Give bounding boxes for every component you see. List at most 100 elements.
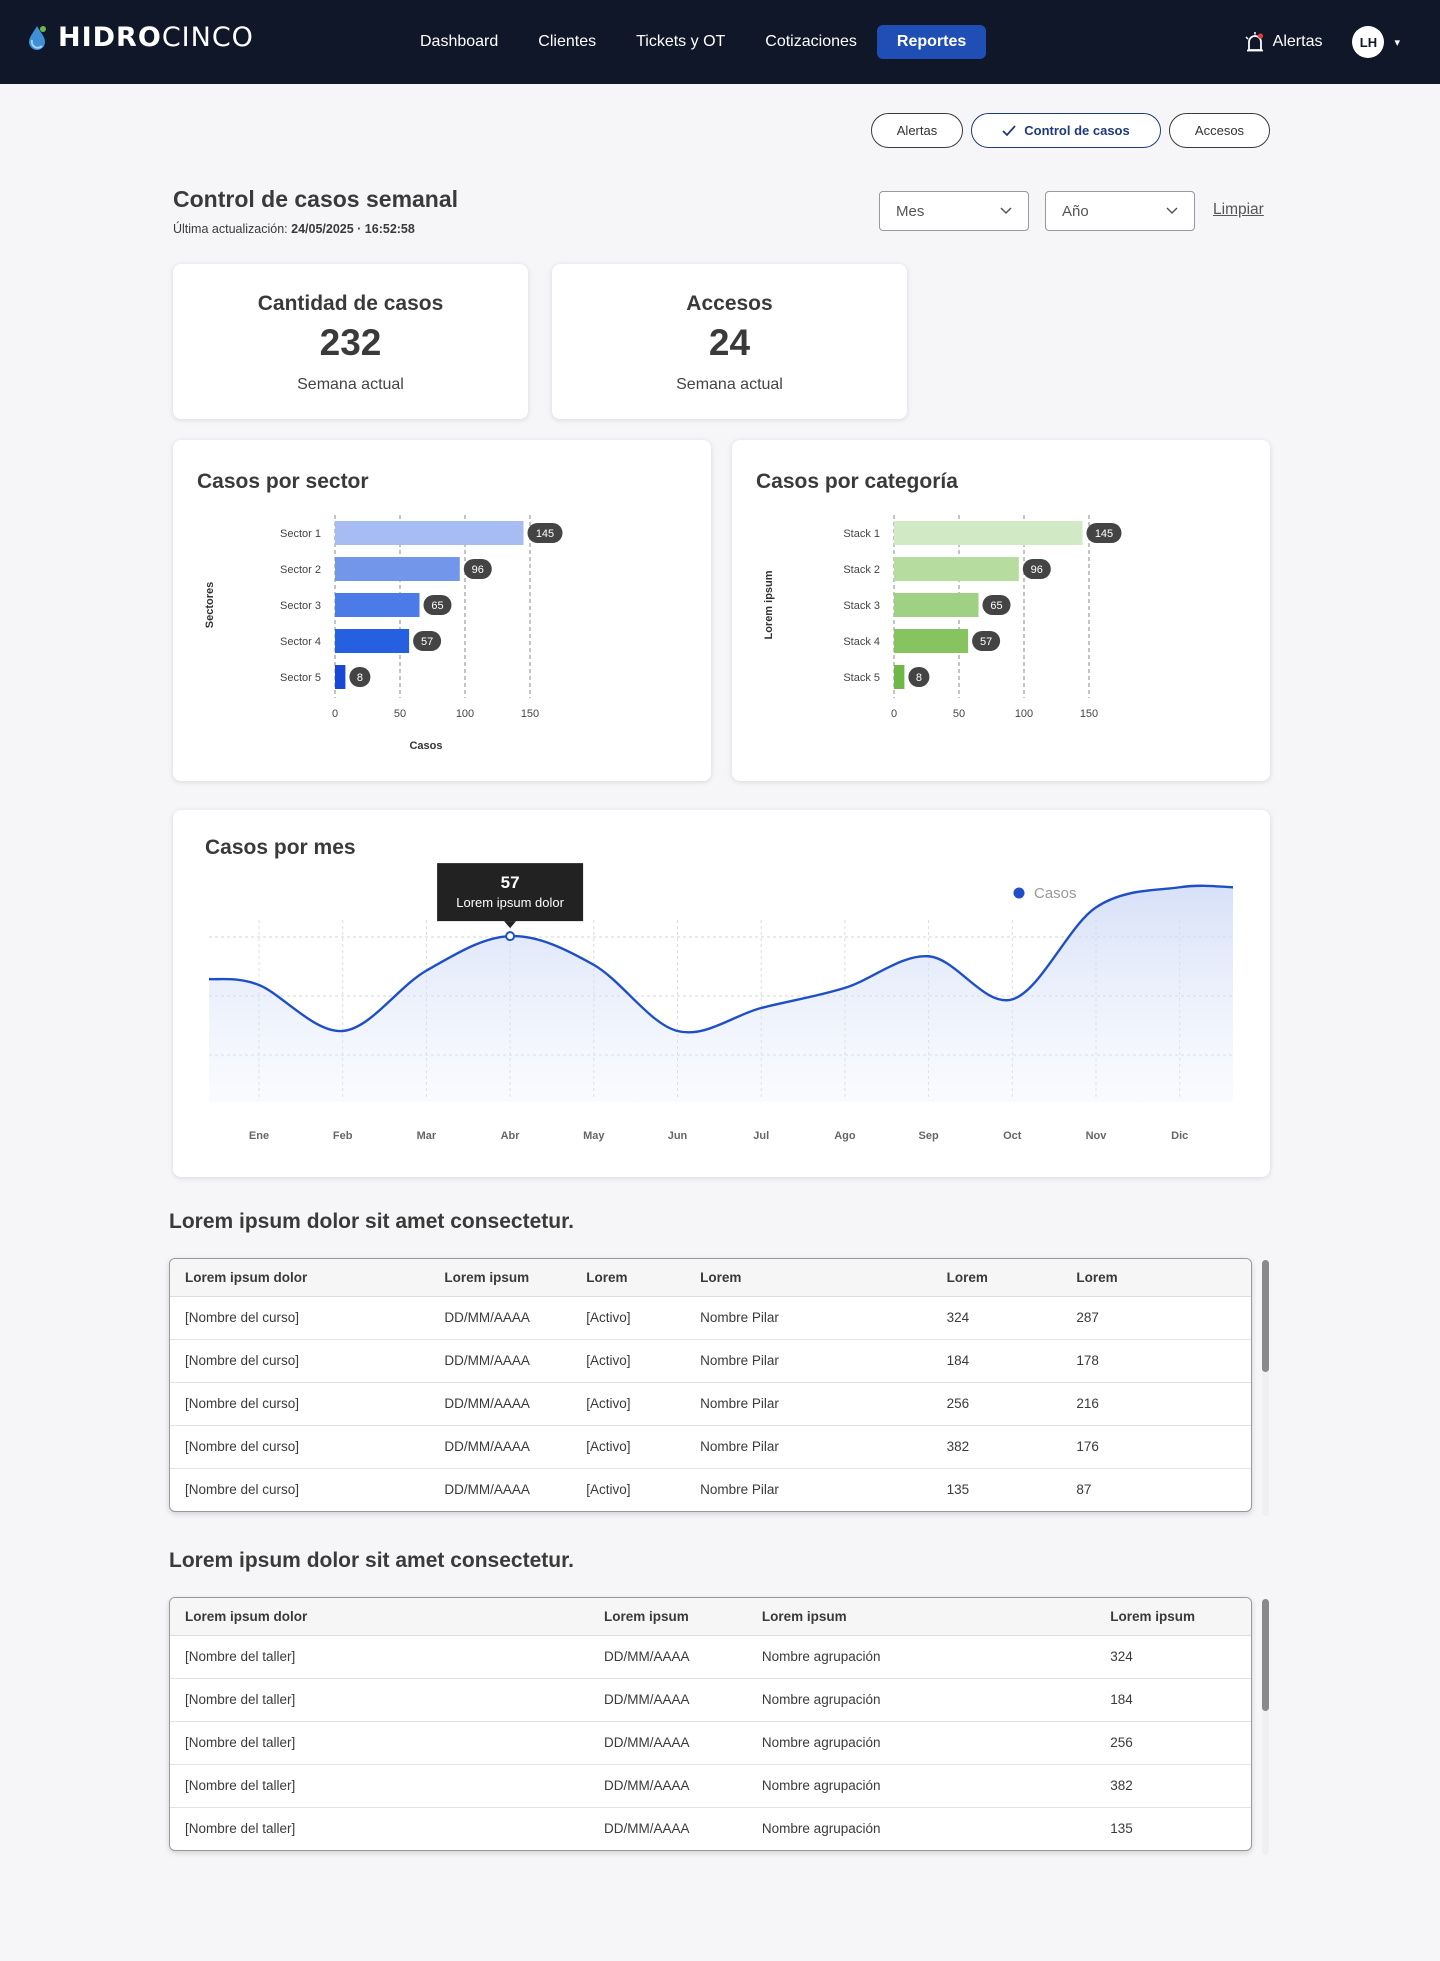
bar[interactable]	[335, 593, 420, 617]
x-tick-label: 0	[332, 708, 338, 720]
table-row[interactable]: [Nombre del curso] DD/MM/AAAA [Activo] Nomb…	[170, 1382, 1251, 1426]
table-row[interactable]: [Nombre del taller] DD/MM/AAAA Nombre agru…	[170, 1807, 1251, 1850]
table-cell: 184	[931, 1339, 1062, 1383]
line-chart-mes: Ene Feb Mar Abr May Jun Jul Ago Sep Oct Nov Dic Caso…	[208, 863, 1234, 1142]
table-cell: DD/MM/AAAA	[429, 1296, 572, 1340]
bar[interactable]	[335, 629, 410, 653]
data-point-highlight[interactable]	[505, 931, 516, 942]
bar[interactable]	[894, 521, 1083, 545]
table-row[interactable]: [Nombre del taller] DD/MM/AAAA Nombre agru…	[170, 1635, 1251, 1679]
scrollbar[interactable]	[1262, 1260, 1269, 1516]
column-header[interactable]: Lorem ipsum dolor	[170, 1598, 590, 1636]
table-cell: [Activo]	[571, 1425, 686, 1469]
nav-cotizaciones[interactable]: Cotizaciones	[765, 33, 857, 50]
y-tick-label: Sector 3	[280, 600, 321, 612]
top-navbar: HIDROCINCO Dashboard Clientes Tickets y …	[0, 0, 1440, 84]
table-row[interactable]: [Nombre del taller] DD/MM/AAAA Nombre agru…	[170, 1678, 1251, 1722]
chevron-down-icon[interactable]: ▾	[1394, 36, 1400, 49]
nav-tickets[interactable]: Tickets y OT	[636, 33, 726, 50]
nav-dashboard[interactable]: Dashboard	[420, 33, 499, 50]
table-cell: 382	[1095, 1764, 1251, 1808]
column-header[interactable]: Lorem ipsum	[589, 1598, 747, 1636]
table-cell: [Nombre del curso]	[185, 1482, 300, 1498]
x-tick-label: 0	[891, 708, 897, 720]
bar[interactable]	[894, 557, 1019, 581]
data-label: 8	[916, 672, 922, 684]
table-cell: Nombre Pilar	[685, 1296, 932, 1340]
y-tick-label: Stack 5	[843, 672, 880, 684]
bar[interactable]	[894, 593, 979, 617]
month-select[interactable]: Mes	[879, 191, 1029, 231]
column-header[interactable]: Lorem	[931, 1259, 1062, 1297]
table-cell: Nombre agrupación	[746, 1721, 1096, 1765]
table-cell: DD/MM/AAAA	[429, 1382, 572, 1426]
data-label-badge	[908, 667, 930, 687]
table-row[interactable]: [Nombre del curso] DD/MM/AAAA [Activo] Nomb…	[170, 1468, 1251, 1511]
x-tick-label: 100	[1015, 708, 1033, 720]
y-tick-label: Sector 4	[280, 636, 321, 648]
table-cell: 184	[1095, 1678, 1251, 1722]
table-cell: [Activo]	[586, 1482, 631, 1498]
table-cell: DD/MM/AAAA	[589, 1764, 747, 1808]
table-row[interactable]: [Nombre del curso] DD/MM/AAAA [Activo] Nomb…	[170, 1296, 1251, 1340]
data-label: 57	[980, 636, 992, 648]
column-header[interactable]: Lorem	[685, 1259, 932, 1297]
bar[interactable]	[894, 665, 905, 689]
check-icon	[1002, 124, 1016, 136]
table-cell: [Activo]	[571, 1382, 686, 1426]
section-title: Lorem ipsum dolor sit amet consectetur.	[169, 1549, 574, 1572]
y-tick-label: Sector 1	[280, 528, 321, 540]
page-title: Control de casos semanal	[173, 186, 459, 212]
bar[interactable]	[894, 629, 969, 653]
kpi-card-casos: Cantidad de casos 232 Semana actual	[173, 264, 528, 419]
x-tick-label: Mar	[417, 1130, 437, 1142]
nav-clientes[interactable]: Clientes	[538, 33, 597, 50]
table-cell: Nombre Pilar	[685, 1425, 932, 1469]
tooltip	[437, 863, 584, 922]
column-header[interactable]: Lorem ipsum	[1095, 1598, 1251, 1636]
scrollbar-thumb[interactable]	[1262, 1599, 1269, 1711]
tab-control-casos[interactable]: Control de casos	[971, 113, 1161, 148]
data-label-badge	[1086, 523, 1122, 543]
column-header[interactable]: Lorem	[571, 1259, 686, 1297]
avatar[interactable]: LH	[1352, 26, 1385, 58]
column-header[interactable]: Lorem ipsum	[429, 1259, 572, 1297]
bar-chart-categoria: 0 50 100 150 Stack 1 145 Stack 2 96 Stack 3 65 Sta…	[763, 515, 1122, 720]
scrollbar[interactable]	[1262, 1599, 1269, 1855]
scrollbar-thumb[interactable]	[1262, 1260, 1269, 1372]
section-title: Lorem ipsum dolor sit amet consectetur.	[169, 1210, 574, 1233]
y-axis-label: Sectores	[204, 582, 216, 628]
data-label: 145	[536, 528, 554, 540]
bar[interactable]	[335, 521, 524, 545]
column-header[interactable]: Lorem ipsum	[746, 1598, 1096, 1636]
report-type-tabs: Alertas Control de casos Accesos	[871, 113, 1270, 148]
table-cell: [Nombre del taller]	[170, 1635, 590, 1679]
column-header[interactable]: Lorem	[1061, 1259, 1251, 1297]
bar[interactable]	[335, 557, 460, 581]
table-row[interactable]: [Nombre del taller] DD/MM/AAAA Nombre agru…	[170, 1721, 1251, 1765]
year-select-value: Año	[1062, 202, 1089, 220]
table-cell: 324	[931, 1296, 1062, 1340]
bar[interactable]	[335, 665, 346, 689]
data-label: 8	[357, 672, 363, 684]
chevron-down-icon	[1166, 207, 1178, 215]
data-label-badge	[423, 595, 452, 615]
table-row[interactable]: [Nombre del taller] DD/MM/AAAA Nombre agru…	[170, 1764, 1251, 1808]
alerts-link[interactable]: Alertas	[1245, 31, 1322, 53]
x-tick-label: 100	[456, 708, 474, 720]
table-row[interactable]: [Nombre del curso] DD/MM/AAAA [Activo] Nomb…	[170, 1339, 1251, 1383]
brand-logo[interactable]: HIDROCINCO	[24, 22, 254, 53]
table-cell: 256	[931, 1382, 1062, 1426]
tab-accesos[interactable]: Accesos	[1169, 113, 1270, 148]
table-cell: DD/MM/AAAA	[589, 1678, 747, 1722]
column-header[interactable]: Lorem ipsum dolor	[170, 1259, 430, 1297]
kpi-title: Accesos	[686, 292, 773, 315]
table-row[interactable]: [Nombre del curso] DD/MM/AAAA [Activo] Nomb…	[170, 1425, 1251, 1469]
tab-alertas[interactable]: Alertas	[871, 113, 963, 148]
nav-reportes[interactable]: Reportes	[876, 25, 987, 59]
table-cell: Nombre agrupación	[761, 1821, 881, 1837]
table-cell: Nombre Pilar	[685, 1339, 932, 1383]
clear-filters-link[interactable]: Limpiar	[1213, 201, 1264, 218]
year-select[interactable]: Año	[1045, 191, 1195, 231]
table-cell: [Activo]	[571, 1339, 686, 1383]
